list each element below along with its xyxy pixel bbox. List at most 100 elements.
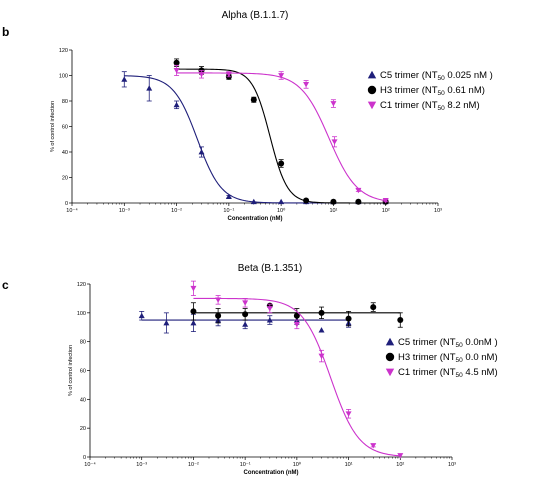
- fit-curve: [124, 75, 386, 204]
- fit-curve: [176, 72, 386, 202]
- legend-text: 4.5 nM): [463, 367, 498, 378]
- legend-text: 0.0 nM): [463, 352, 498, 363]
- y-tick-label: 100: [77, 311, 86, 317]
- data-point: [215, 297, 222, 303]
- data-point: [215, 312, 222, 319]
- data-point: [190, 285, 197, 292]
- data-point: [173, 68, 180, 74]
- x-tick-label: 10¹: [345, 462, 353, 468]
- x-tick-label: 10⁻³: [119, 208, 130, 214]
- legend-text: C5 trimer (NT: [398, 337, 456, 348]
- series-c1-trimer: [173, 64, 389, 204]
- legend-label: H3 trimer (NT50 0.61 nM): [380, 85, 485, 97]
- legend-text: 0.61 nM): [445, 85, 485, 96]
- legend-marker: [367, 70, 377, 79]
- y-axis-label: % of control infection: [50, 101, 56, 152]
- legend-marker: [367, 101, 377, 110]
- data-point: [225, 71, 232, 78]
- data-point: [121, 76, 128, 82]
- x-tick-label: 10²: [382, 208, 390, 214]
- data-point: [330, 198, 337, 205]
- data-point: [190, 308, 197, 315]
- legend-subscript: 50: [456, 357, 464, 364]
- legend-subscript: 50: [438, 75, 446, 82]
- legend-text: C1 trimer (NT: [398, 367, 456, 378]
- data-point: [355, 198, 362, 205]
- y-tick-label: 60: [80, 369, 86, 375]
- legend-text: 8.2 nM): [445, 100, 480, 111]
- y-tick-label: 60: [62, 125, 68, 131]
- y-tick-label: 100: [59, 74, 68, 80]
- chart-panel-b: b Alpha (B.1.1.7) 10⁻⁴ 10⁻³ 10⁻² 10⁻¹ 10⁰ 10¹ 10…: [2, 10, 493, 222]
- x-tick-label: 10⁻²: [188, 462, 199, 468]
- x-axis-label: Concentration (nM): [244, 470, 299, 476]
- y-tick-label: 40: [80, 397, 86, 403]
- data-point: [225, 193, 232, 200]
- x-tick-label: 10²: [396, 462, 404, 468]
- x-tick-label: 10³: [434, 208, 442, 214]
- data-point: [163, 319, 170, 326]
- x-tick-label: 10¹: [329, 208, 337, 214]
- data-point: [173, 59, 180, 66]
- x-axis-label: Concentration (nM): [228, 216, 283, 222]
- chart-title: Beta (B.1.351): [238, 263, 302, 274]
- data-point: [318, 353, 325, 360]
- x-tick-label: 10⁻²: [171, 208, 182, 214]
- data-point: [242, 311, 249, 318]
- y-tick-label: 120: [59, 48, 68, 54]
- legend-label: C1 trimer (NT50 4.5 nM): [398, 367, 498, 379]
- data-point: [173, 101, 180, 108]
- data-point: [198, 149, 205, 155]
- legend-subscript: 50: [438, 105, 446, 112]
- fit-curve: [193, 297, 401, 457]
- series-c1-trimer: [190, 280, 404, 459]
- data-point: [303, 82, 310, 88]
- data-point: [318, 327, 325, 333]
- y-axis-label: % of control infection: [68, 345, 74, 396]
- legend-marker: [385, 368, 395, 377]
- y-tick-label: 40: [62, 150, 68, 156]
- y-tick-label: 80: [80, 340, 86, 346]
- series-c5-trimer: [121, 71, 389, 205]
- legend-subscript: 50: [456, 342, 464, 349]
- fit-curve: [176, 68, 386, 204]
- legend-text: 0.0nM ): [463, 337, 498, 348]
- legend-label: C1 trimer (NT50 8.2 nM): [380, 100, 480, 112]
- legend-text: C1 trimer (NT: [380, 100, 438, 111]
- data-point: [250, 96, 257, 103]
- legend-label: C5 trimer (NT50 0.0nM ): [398, 337, 498, 349]
- y-tick-label: 20: [80, 426, 86, 432]
- legend-subscript: 50: [438, 90, 446, 97]
- legend-marker: [385, 352, 395, 362]
- y-tick-label: 120: [77, 282, 86, 288]
- data-point: [190, 319, 197, 326]
- data-point: [370, 304, 377, 311]
- x-tick-label: 10⁻³: [136, 462, 147, 468]
- data-point: [266, 317, 273, 323]
- panel-letter: b: [2, 25, 9, 39]
- chart-title: Alpha (B.1.1.7): [222, 10, 289, 21]
- data-point: [146, 85, 153, 91]
- data-point: [266, 306, 273, 312]
- y-tick-label: 0: [83, 455, 86, 461]
- data-point: [330, 101, 337, 107]
- legend-marker: [385, 337, 395, 346]
- x-tick-label: 10⁻¹: [240, 462, 251, 468]
- legend-text: 0.025 nM ): [445, 70, 493, 81]
- data-point: [331, 139, 338, 145]
- x-tick-label: 10⁻⁴: [84, 461, 96, 468]
- legend-text: C5 trimer (NT: [380, 70, 438, 81]
- series-h3-trimer: [173, 58, 389, 205]
- data-point: [345, 411, 352, 417]
- data-point: [278, 198, 285, 205]
- data-point: [293, 312, 300, 319]
- panel-letter: c: [2, 278, 9, 292]
- x-tick-label: 10⁰: [277, 207, 286, 214]
- y-tick-label: 0: [65, 201, 68, 207]
- legend-subscript: 50: [456, 372, 464, 379]
- data-point: [318, 309, 325, 316]
- x-tick-label: 10⁻¹: [223, 208, 234, 214]
- data-point: [138, 312, 145, 319]
- data-point: [242, 300, 249, 306]
